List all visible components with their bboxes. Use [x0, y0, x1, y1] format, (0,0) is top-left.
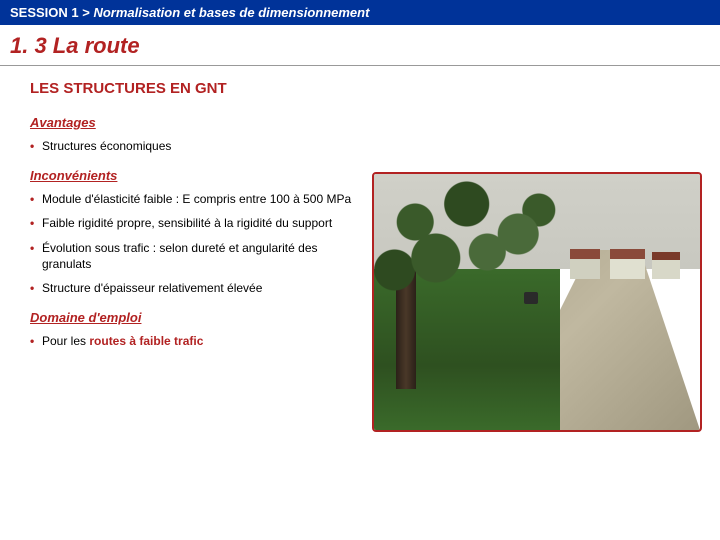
advantages-heading: Avantages: [30, 115, 690, 130]
list-item: Faible rigidité propre, sensibilité à la…: [30, 215, 370, 231]
advantages-list: Structures économiques: [30, 138, 690, 154]
photo-houses: [570, 249, 680, 279]
list-item: Évolution sous trafic : selon dureté et …: [30, 240, 370, 272]
domain-prefix: Pour les: [42, 334, 89, 348]
list-item: Module d'élasticité faible : E compris e…: [30, 191, 370, 207]
photo-tree: [374, 174, 580, 294]
session-header: SESSION 1 > Normalisation et bases de di…: [0, 0, 720, 25]
domain-highlight: routes à faible trafic: [89, 334, 203, 348]
list-item: Structures économiques: [30, 138, 370, 154]
session-subtitle: Normalisation et bases de dimensionnemen…: [93, 5, 369, 20]
session-label: SESSION 1 >: [10, 5, 90, 20]
list-item: Structure d'épaisseur relativement élevé…: [30, 280, 370, 296]
page-title: 1. 3 La route: [0, 25, 720, 66]
section-title: LES STRUCTURES EN GNT: [30, 80, 690, 97]
list-item: Pour les routes à faible trafic: [30, 333, 370, 349]
illustration-photo: [372, 172, 702, 432]
